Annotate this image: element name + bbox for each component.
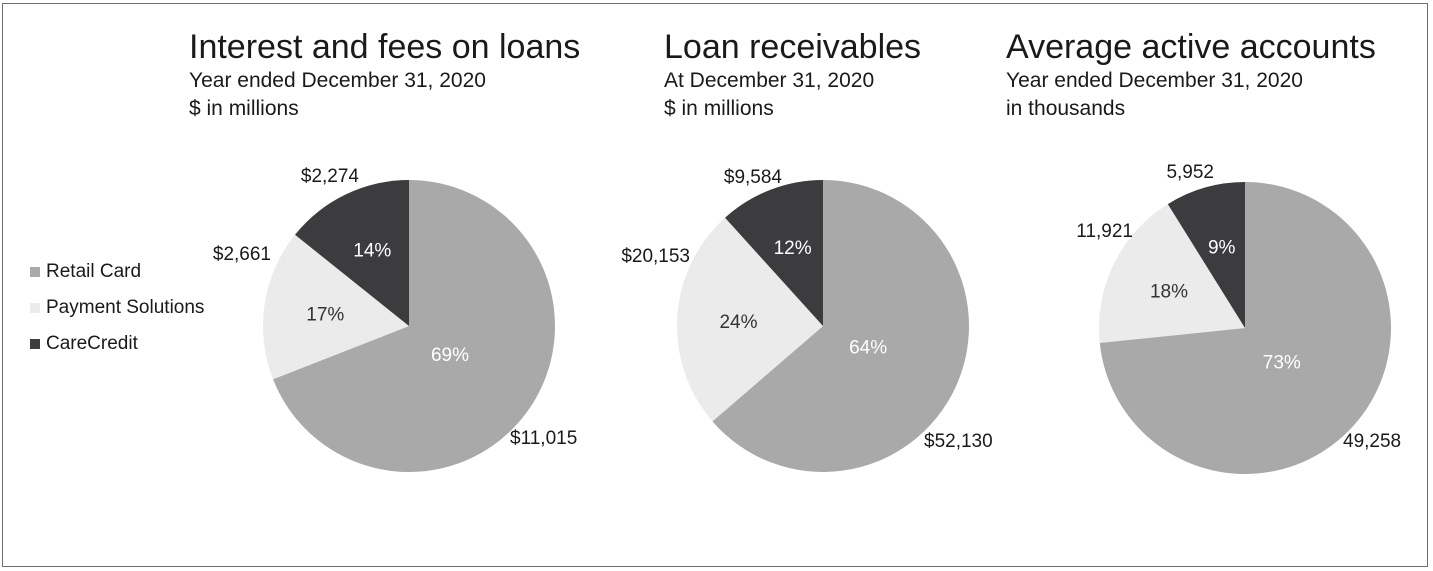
chart-3-slice-payment-solutions <box>1099 204 1245 343</box>
chart-3-subtitle-line1: Year ended December 31, 2020 <box>1006 69 1303 92</box>
chart-2-slice-payment-solutions <box>677 217 823 422</box>
chart-3-slice-retail-card <box>1099 182 1392 474</box>
chart-3-value-label-retail-card: 49,258 <box>1343 431 1401 452</box>
chart-1-slice-carecredit <box>295 180 409 326</box>
chart-1-value-label-payment-solutions: $2,661 <box>213 244 271 265</box>
legend-label-retail-card: Retail Card <box>46 261 142 282</box>
chart-1-subtitle-line1: Year ended December 31, 2020 <box>189 69 486 92</box>
chart-2-percent-label-payment-solutions: 24% <box>719 312 757 333</box>
chart-3-title: Average active accounts <box>1006 28 1376 66</box>
chart-2-value-label-carecredit: $9,584 <box>724 167 783 188</box>
chart-3-percent-label-carecredit: 9% <box>1208 238 1236 259</box>
legend-label-carecredit: CareCredit <box>46 333 138 354</box>
legend-item-carecredit: CareCredit <box>30 326 204 362</box>
chart-3-percent-label-payment-solutions: 18% <box>1150 282 1188 303</box>
chart-1-percent-label-retail-card: 69% <box>431 345 469 366</box>
chart-2-percent-label-retail-card: 64% <box>849 338 887 359</box>
chart-1-value-label-carecredit: $2,274 <box>301 166 360 187</box>
chart-3-value-label-carecredit: 5,952 <box>1166 162 1214 183</box>
legend-swatch-retail-card <box>30 267 40 277</box>
chart-1-percent-label-carecredit: 14% <box>353 241 391 262</box>
chart-1-value-label-retail-card: $11,015 <box>510 428 577 449</box>
chart-2-title: Loan receivables <box>664 28 922 66</box>
chart-2-value-label-retail-card: $52,130 <box>924 431 993 452</box>
legend-swatch-payment-solutions <box>30 303 40 313</box>
chart-1-title: Interest and fees on loans <box>189 28 581 66</box>
chart-1-slice-payment-solutions <box>263 234 409 380</box>
chart-3-subtitle-line2: in thousands <box>1006 97 1126 120</box>
legend: Retail Card Payment Solutions CareCredit <box>30 254 204 362</box>
legend-label-payment-solutions: Payment Solutions <box>46 297 205 318</box>
chart-2-percent-label-carecredit: 12% <box>774 238 812 259</box>
chart-3-value-label-payment-solutions: 11,921 <box>1076 221 1133 242</box>
chart-2-subtitle-line2: $ in millions <box>664 97 774 120</box>
legend-item-payment-solutions: Payment Solutions <box>30 290 204 326</box>
legend-swatch-carecredit <box>30 339 40 349</box>
chart-2-slice-retail-card <box>712 180 970 472</box>
chart-1-slice-retail-card <box>273 180 555 472</box>
chart-1-percent-label-payment-solutions: 17% <box>306 304 344 325</box>
chart-3-slice-carecredit <box>1167 182 1245 328</box>
legend-item-retail-card: Retail Card <box>30 254 204 290</box>
chart-2-slice-carecredit <box>725 180 823 326</box>
chart-3-percent-label-retail-card: 73% <box>1263 352 1301 373</box>
chart-2-subtitle-line1: At December 31, 2020 <box>664 69 875 92</box>
chart-2-value-label-payment-solutions: $20,153 <box>621 246 690 267</box>
chart-frame <box>2 3 1428 567</box>
chart-1-subtitle-line2: $ in millions <box>189 97 299 120</box>
